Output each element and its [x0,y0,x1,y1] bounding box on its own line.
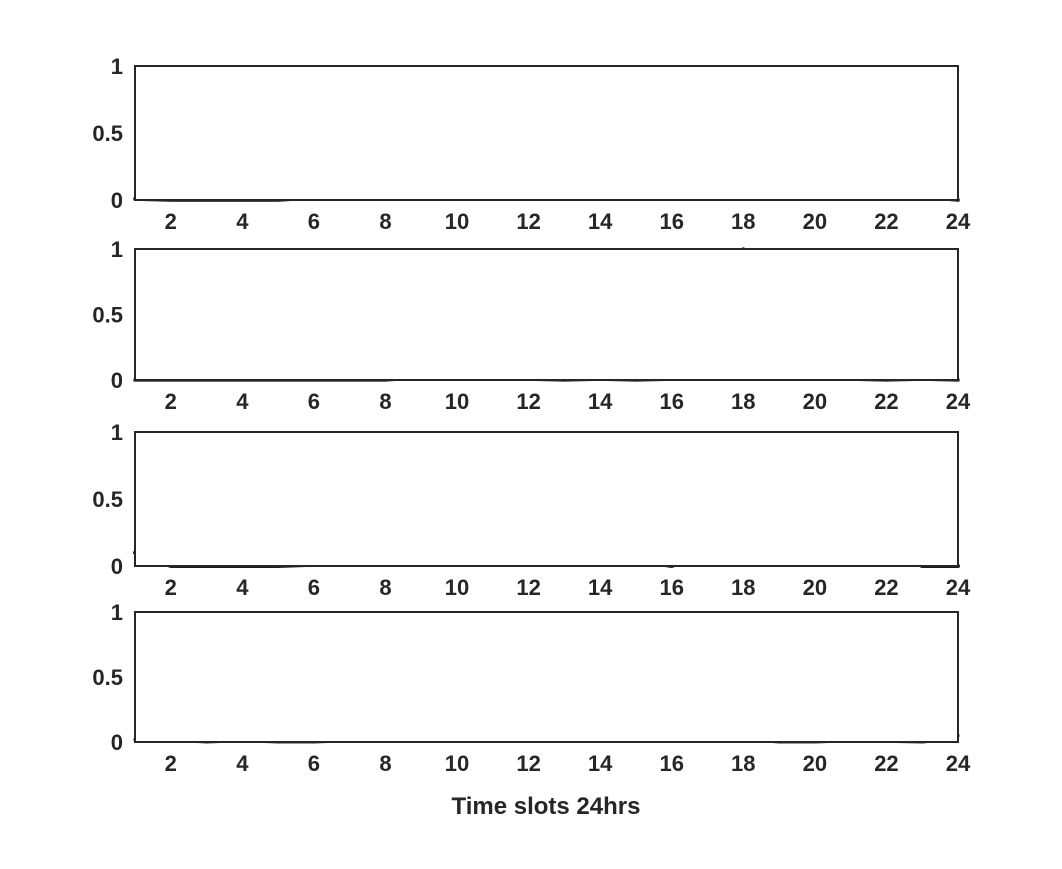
x-tick-label: 16 [659,209,683,234]
x-tick-label: 24 [946,389,971,414]
x-tick-label: 4 [236,389,249,414]
x-tick-label: 20 [803,389,827,414]
x-tick-label: 2 [165,751,177,776]
x-tick-label: 10 [445,575,469,600]
y-tick-label: 0 [111,188,123,213]
y-tick-label: 0 [111,368,123,393]
x-tick-label: 18 [731,575,755,600]
x-tick-label: 20 [803,751,827,776]
y-tick-label: 1 [111,237,123,262]
x-tick-label: 12 [516,575,540,600]
x-tick-label: 8 [379,389,391,414]
x-tick-label: 4 [236,209,249,234]
x-tick-label: 8 [379,575,391,600]
axes-box [134,611,959,743]
y-tick-label: 1 [111,54,123,79]
y-tick-label: 0 [111,554,123,579]
x-tick-label: 8 [379,209,391,234]
y-tick-label: 0.5 [92,121,123,146]
x-tick-label: 12 [516,209,540,234]
x-tick-label: 18 [731,389,755,414]
y-tick-label: 1 [111,600,123,625]
axes-box [134,248,959,381]
x-tick-label: 24 [946,751,971,776]
x-tick-label: 10 [445,389,469,414]
x-tick-label: 22 [874,209,898,234]
x-tick-label: 2 [165,209,177,234]
x-tick-label: 14 [588,389,613,414]
x-tick-label: 24 [946,209,971,234]
x-tick-label: 2 [165,575,177,600]
x-tick-label: 22 [874,751,898,776]
x-tick-label: 22 [874,389,898,414]
x-tick-label: 16 [659,575,683,600]
x-tick-label: 6 [308,575,320,600]
x-tick-label: 8 [379,751,391,776]
x-tick-label: 12 [516,389,540,414]
x-tick-label: 16 [659,389,683,414]
axes-box [134,431,959,567]
x-tick-label: 22 [874,575,898,600]
y-tick-label: 0 [111,730,123,755]
y-tick-label: 1 [111,420,123,445]
x-tick-label: 18 [731,209,755,234]
x-tick-label: 10 [445,209,469,234]
axes-box [134,65,959,201]
y-tick-label: 0.5 [92,487,123,512]
x-tick-label: 20 [803,575,827,600]
x-tick-label: 12 [516,751,540,776]
x-tick-label: 6 [308,209,320,234]
x-tick-label: 14 [588,575,613,600]
x-tick-label: 4 [236,575,249,600]
x-tick-label: 4 [236,751,249,776]
x-tick-label: 6 [308,751,320,776]
x-tick-label: 10 [445,751,469,776]
x-tick-label: 2 [165,389,177,414]
x-tick-label: 20 [803,209,827,234]
x-tick-label: 18 [731,751,755,776]
y-tick-label: 0.5 [92,303,123,328]
x-tick-label: 16 [659,751,683,776]
x-tick-label: 14 [588,751,613,776]
y-tick-label: 0.5 [92,665,123,690]
x-axis-label: Time slots 24hrs [452,793,641,820]
x-tick-label: 14 [588,209,613,234]
x-tick-label: 6 [308,389,320,414]
x-tick-label: 24 [946,575,971,600]
